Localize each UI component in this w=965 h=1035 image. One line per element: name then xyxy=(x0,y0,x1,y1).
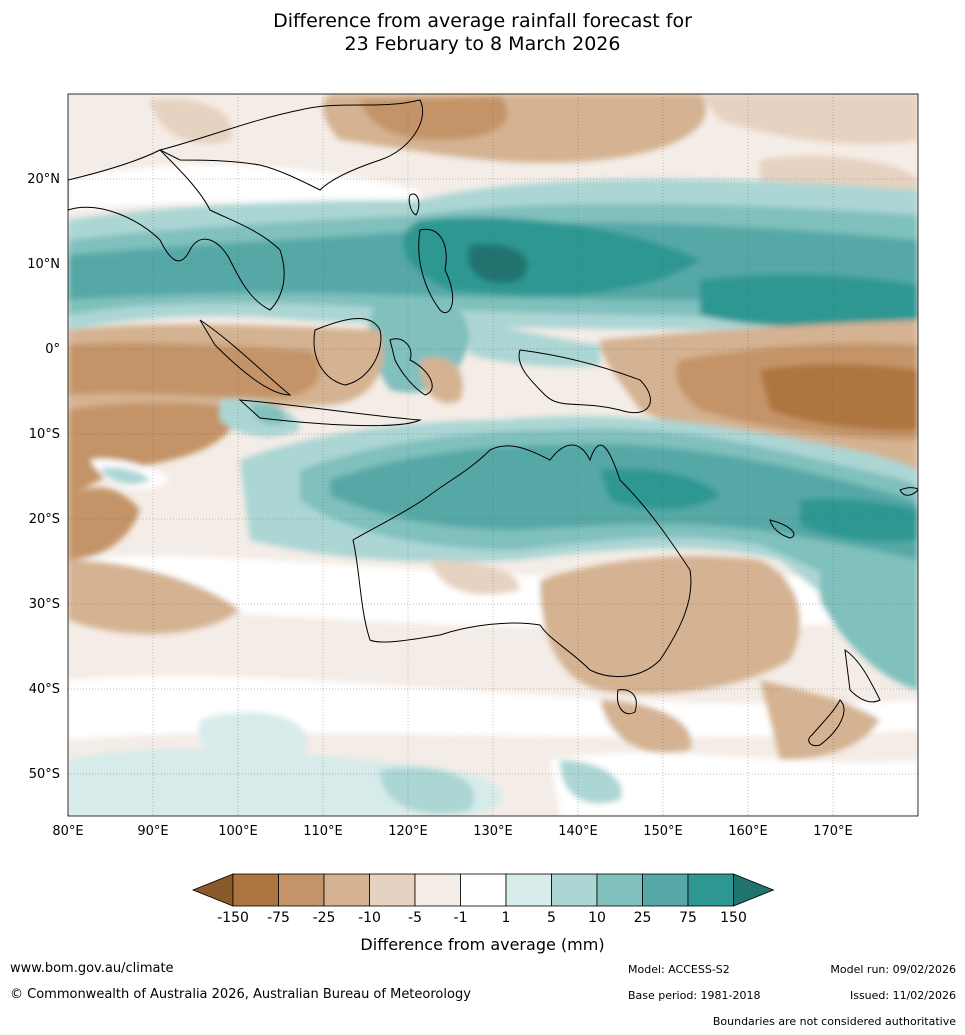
colorbar-tick-label: 150 xyxy=(720,910,747,926)
colorbar-segment xyxy=(232,873,279,907)
lon-label: 80°E xyxy=(52,824,83,839)
footer-copyright: © Commonwealth of Australia 2026, Austra… xyxy=(10,987,471,1002)
footer-url[interactable]: www.bom.gov.au/climate xyxy=(10,961,174,976)
colorbar-tick-label: 1 xyxy=(502,910,511,926)
lat-label: 30°S xyxy=(29,597,60,612)
footer-disclaimer: Boundaries are not considered authoritat… xyxy=(712,1015,956,1028)
lon-label: 110°E xyxy=(303,824,343,839)
lat-label: 20°S xyxy=(29,512,60,527)
colorbar-title: Difference from average (mm) xyxy=(360,935,605,954)
colorbar-arrow-low xyxy=(191,873,234,907)
footer-model: Model: ACCESS-S2 xyxy=(628,963,730,976)
colorbar-tick-label: 5 xyxy=(547,910,556,926)
colorbar-segment xyxy=(460,873,507,907)
lon-label: 100°E xyxy=(218,824,258,839)
lat-label: 0° xyxy=(45,342,60,357)
colorbar-segment xyxy=(505,873,552,907)
lat-label: 10°S xyxy=(29,427,60,442)
colorbar-segment xyxy=(278,873,325,907)
title-line-2: 23 February to 8 March 2026 xyxy=(344,33,621,55)
footer-model-run: Model run: 09/02/2026 xyxy=(830,963,956,976)
colorbar-tick-label: -75 xyxy=(267,910,290,926)
lat-label: 10°N xyxy=(27,257,60,272)
lon-label: 140°E xyxy=(558,824,598,839)
map-title: Difference from average rainfall forecas… xyxy=(0,10,965,56)
colorbar-segment xyxy=(642,873,689,907)
latitude-labels: 20°N 10°N 0° 10°S 20°S 30°S 40°S 50°S xyxy=(27,172,60,782)
lon-label: 120°E xyxy=(388,824,428,839)
title-line-1: Difference from average rainfall forecas… xyxy=(273,10,692,32)
colorbar: -150 -75 -25 -10 -5 -1 1 5 10 25 75 150 xyxy=(191,873,775,926)
lon-label: 90°E xyxy=(137,824,168,839)
colorbar-segment xyxy=(369,873,416,907)
colorbar-arrow-high xyxy=(733,873,775,907)
colorbar-tick-label: -25 xyxy=(313,910,336,926)
lat-label: 40°S xyxy=(29,682,60,697)
colorbar-tick-label: -150 xyxy=(217,910,249,926)
footer-base-period: Base period: 1981-2018 xyxy=(628,989,761,1002)
colorbar-segment xyxy=(596,873,643,907)
lon-label: 170°E xyxy=(813,824,853,839)
colorbar-segment xyxy=(414,873,461,907)
colorbar-segment xyxy=(687,873,734,907)
colorbar-tick-label: 10 xyxy=(588,910,606,926)
longitude-labels: 80°E 90°E 100°E 110°E 120°E 130°E 140°E … xyxy=(52,824,852,839)
footer-issued: Issued: 11/02/2026 xyxy=(849,989,956,1002)
colorbar-tick-label: -10 xyxy=(358,910,381,926)
lon-label: 150°E xyxy=(643,824,683,839)
lon-label: 130°E xyxy=(473,824,513,839)
colorbar-tick-label: -1 xyxy=(454,910,468,926)
lat-label: 20°N xyxy=(27,172,60,187)
colorbar-segment xyxy=(323,873,370,907)
colorbar-tick-label: -5 xyxy=(408,910,422,926)
colorbar-tick-label: 25 xyxy=(634,910,652,926)
coastlines xyxy=(68,99,918,747)
lat-label: 50°S xyxy=(29,767,60,782)
colorbar-tick-label: 75 xyxy=(679,910,697,926)
lon-label: 160°E xyxy=(728,824,768,839)
anomaly-field xyxy=(68,94,918,816)
colorbar-segment xyxy=(551,873,598,907)
